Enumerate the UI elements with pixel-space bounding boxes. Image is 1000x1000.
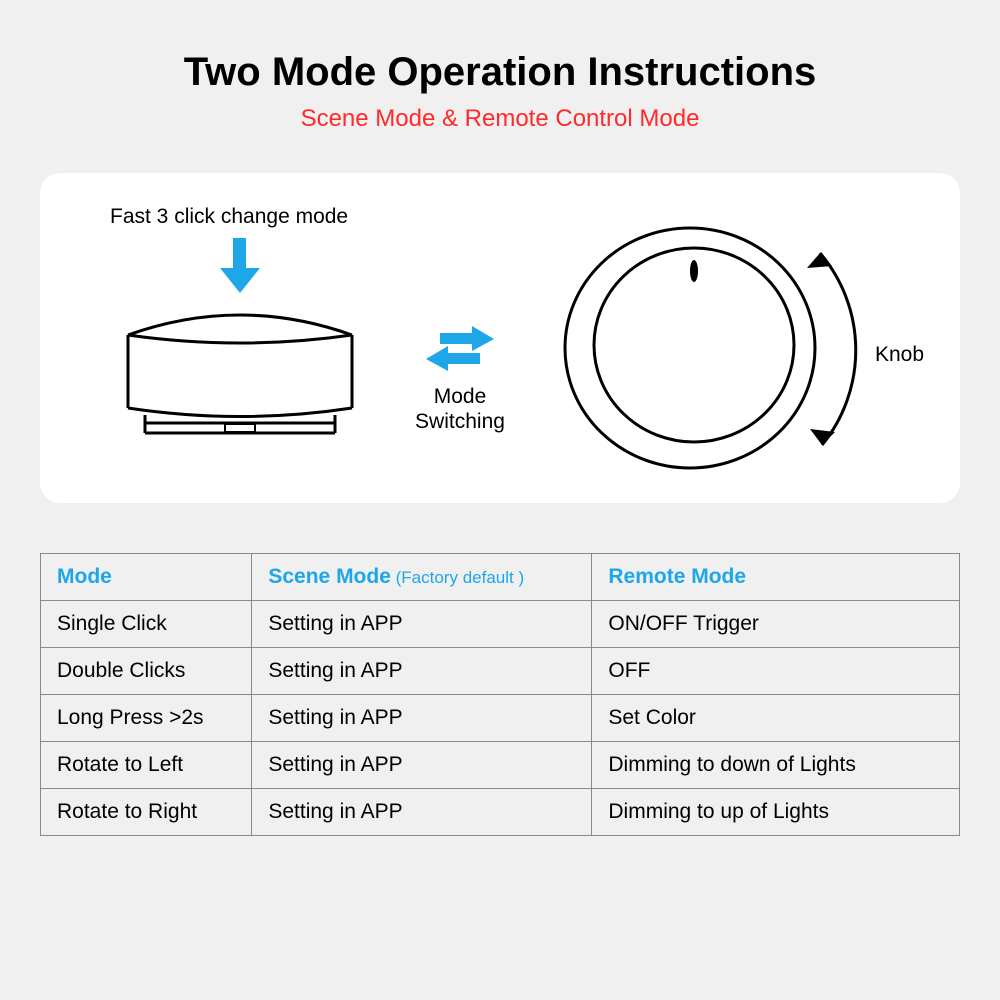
table-row: Long Press >2s Setting in APP Set Color — [41, 695, 960, 742]
page: Two Mode Operation Instructions Scene Mo… — [0, 0, 1000, 1000]
arc-arrow-top-icon — [807, 253, 832, 268]
table-row: Rotate to Left Setting in APP Dimming to… — [41, 742, 960, 789]
col-header-scene: Scene Mode (Factory default ) — [252, 554, 592, 601]
table-row: Single Click Setting in APP ON/OFF Trigg… — [41, 601, 960, 648]
cell: Long Press >2s — [41, 695, 252, 742]
cell: Single Click — [41, 601, 252, 648]
col-header-remote: Remote Mode — [592, 554, 960, 601]
table-row: Double Clicks Setting in APP OFF — [41, 648, 960, 695]
cell: Setting in APP — [252, 742, 592, 789]
cell: Rotate to Right — [41, 789, 252, 836]
diagram-card: Fast 3 click change mode — [40, 173, 960, 503]
cell: OFF — [592, 648, 960, 695]
col-header-mode: Mode — [41, 554, 252, 601]
cell: ON/OFF Trigger — [592, 601, 960, 648]
cell: Setting in APP — [252, 695, 592, 742]
cell: Setting in APP — [252, 601, 592, 648]
page-subtitle: Scene Mode & Remote Control Mode — [40, 105, 960, 133]
device-side-icon — [128, 315, 352, 433]
cell: Dimming to up of Lights — [592, 789, 960, 836]
mode-switch-label-1: Mode — [434, 385, 487, 408]
cell: Set Color — [592, 695, 960, 742]
table-row: Rotate to Right Setting in APP Dimming t… — [41, 789, 960, 836]
cell: Dimming to down of Lights — [592, 742, 960, 789]
knob-label: Knob — [875, 343, 924, 366]
table-body: Single Click Setting in APP ON/OFF Trigg… — [41, 601, 960, 836]
click-label: Fast 3 click change mode — [110, 205, 348, 228]
cell: Rotate to Left — [41, 742, 252, 789]
page-title: Two Mode Operation Instructions — [40, 50, 960, 95]
mode-switch-arrows-icon — [426, 326, 494, 371]
cell: Setting in APP — [252, 789, 592, 836]
down-arrow-icon — [220, 238, 260, 293]
cell: Setting in APP — [252, 648, 592, 695]
knob-top-icon — [565, 228, 815, 468]
table-header-row: Mode Scene Mode (Factory default ) Remot… — [41, 554, 960, 601]
diagram-svg: Fast 3 click change mode — [70, 193, 930, 483]
mode-switch-label-2: Switching — [415, 410, 505, 433]
rotation-arc-icon — [820, 253, 856, 445]
mode-table: Mode Scene Mode (Factory default ) Remot… — [40, 553, 960, 836]
cell: Double Clicks — [41, 648, 252, 695]
